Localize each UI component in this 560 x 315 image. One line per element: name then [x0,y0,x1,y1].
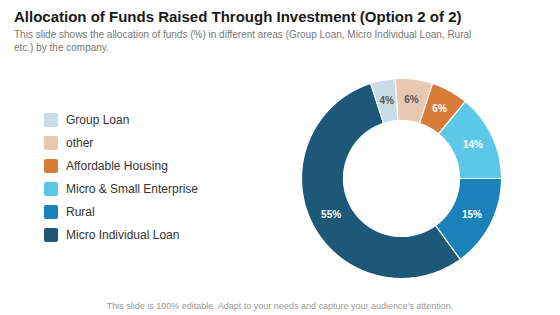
svg-text:6%: 6% [432,103,447,114]
html-text:Micro Individual Loan: Micro Individual Loan [66,228,180,242]
html-text:Micro & Small Enterprise: Micro & Small Enterprise [66,182,198,196]
svg-text:55%: 55% [321,208,341,219]
html-text:Affordable Housing: Affordable Housing [66,159,168,173]
html-text:This slide shows the allocatio: This slide shows the allocation of funds… [14,29,472,53]
html-text:Group Loan: Group Loan [66,113,130,127]
html-text:other: other [66,136,94,150]
svg-text:4%: 4% [379,95,394,106]
svg-text:14%: 14% [463,139,483,150]
svg-text:6%: 6% [404,94,419,105]
svg-text:15%: 15% [462,208,482,219]
html-text:Allocation of Funds Raised Thr: Allocation of Funds Raised Through Inves… [14,8,462,25]
html-text:Rural: Rural [66,205,95,219]
html-text:This slide is 100% editable. A: This slide is 100% editable. Adapt to yo… [106,301,454,311]
